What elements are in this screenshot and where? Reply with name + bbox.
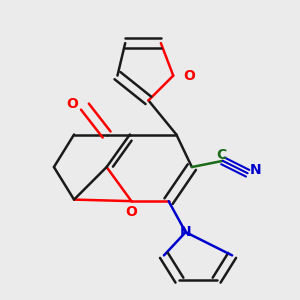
Text: O: O — [125, 205, 137, 219]
Text: O: O — [183, 69, 195, 82]
Text: N: N — [250, 163, 261, 177]
Text: O: O — [67, 97, 79, 110]
Text: N: N — [180, 225, 191, 239]
Text: C: C — [216, 148, 226, 162]
